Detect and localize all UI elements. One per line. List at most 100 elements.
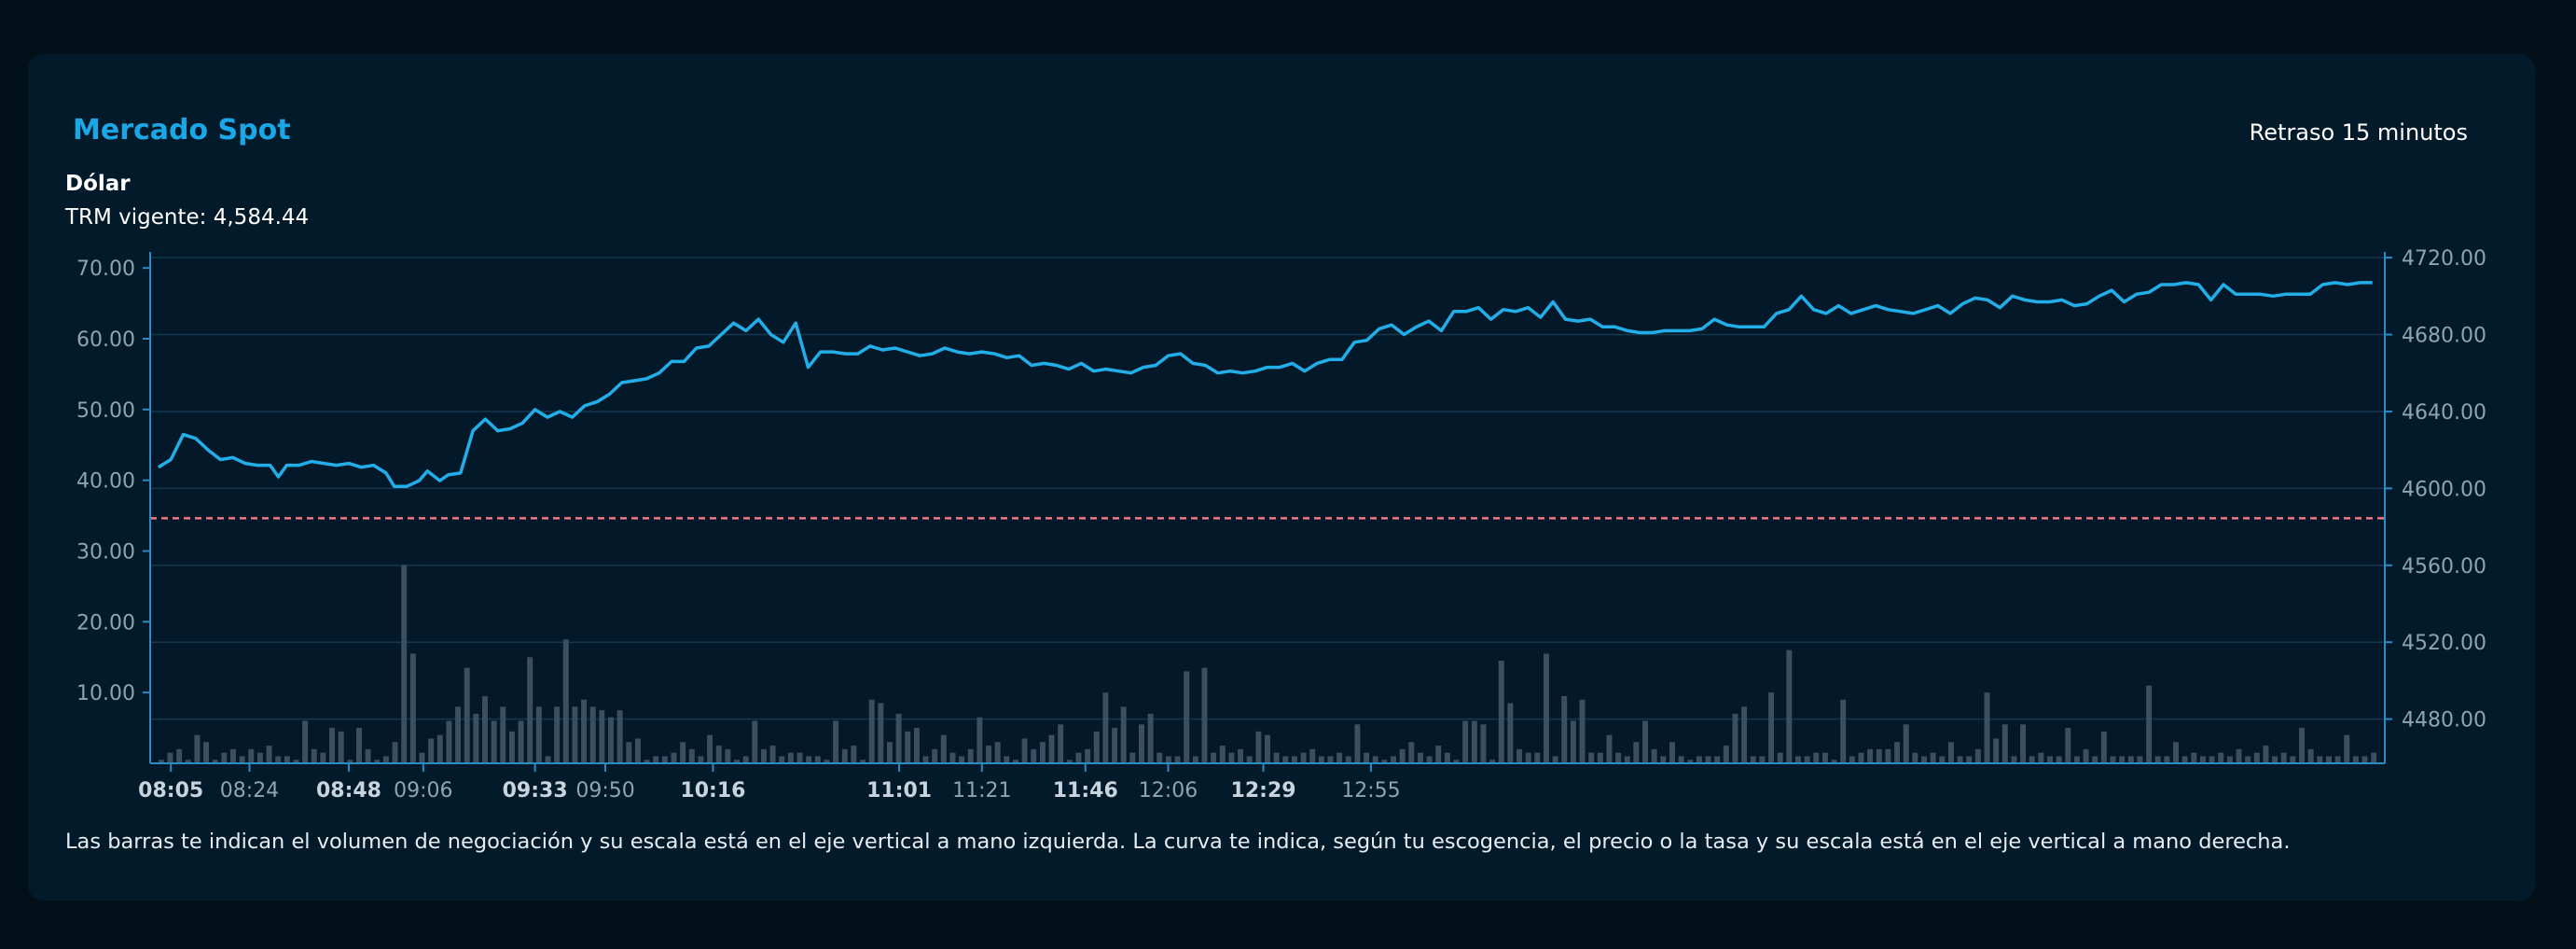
volume-bar [1534,752,1541,764]
volume-bar [1633,742,1640,763]
volume-bar [2272,756,2278,763]
volume-bar [1462,720,1469,763]
volume-bar [409,653,416,763]
volume-bar [2280,752,2287,764]
volume-bar [1794,756,1801,763]
x-tick-label: 09:33 [503,779,568,802]
volume-bar [545,756,551,763]
volume-bar [599,710,605,764]
volume-bar [868,699,875,763]
volume-bar [2253,752,2260,764]
volume-bar [1426,756,1433,763]
volume-bar [419,752,425,764]
volume-bar [2020,724,2027,763]
volume-bar [1885,748,1891,763]
volume-bar [1012,760,1018,763]
volume-bar [167,752,173,764]
volume-bar [2325,756,2332,763]
volume-bar [589,706,596,763]
volume-bar [1075,752,1082,764]
volume-bar [787,752,794,764]
volume-bar [1327,756,1334,763]
volume-bar [572,706,578,763]
volume-bar [2209,756,2215,763]
volume-bar [922,756,929,763]
left-tick-label: 30.00 [76,541,135,565]
volume-bar [2199,756,2206,763]
volume-bar [1750,756,1756,763]
volume-bar [2137,756,2143,763]
volume-bar [1588,752,1595,764]
volume-bar [275,756,282,763]
volume-bar [1354,724,1361,763]
x-tick-label: 10:16 [680,779,745,802]
volume-bar [1660,756,1667,763]
x-tick-label: 11:01 [866,779,932,802]
delay-notice: Retraso 15 minutos [2249,119,2468,146]
volume-bar [1381,760,1388,763]
volume-bar [1651,748,1657,763]
volume-bar [2290,756,2296,763]
volume-bar [229,748,236,763]
right-tick-label: 4520.00 [2402,632,2486,655]
x-tick-label: 08:05 [138,779,203,802]
volume-bar [715,746,722,763]
volume-bar [374,760,381,763]
volume-bar [185,760,191,763]
volume-bar [535,706,542,763]
volume-bar [608,717,614,763]
volume-bar [1642,720,1649,763]
volume-bar [355,728,362,763]
volume-bar [2029,756,2035,763]
volume-bar [2092,756,2098,763]
volume-bar [2344,734,2350,763]
volume-bar [392,742,398,763]
volume-bar [1867,748,1874,763]
volume-bar [851,746,857,763]
volume-bar [464,667,470,764]
volume-bar [680,742,686,763]
volume-bar [2218,752,2224,764]
volume-bar [1399,748,1406,763]
volume-bar [1741,706,1748,763]
volume-bar [284,756,290,763]
volume-bar [365,748,371,763]
left-tick-label: 50.00 [76,399,135,423]
volume-bar [2317,756,2323,763]
volume-bar [779,756,785,763]
volume-bar [1192,756,1198,763]
volume-bar [446,720,452,763]
volume-bar [2245,756,2251,763]
x-tick-label: 09:50 [575,779,634,802]
x-tick-label: 12:06 [1139,779,1198,802]
volume-bar [518,720,524,763]
volume-bar [508,731,515,764]
volume-bar [895,713,902,763]
volume-bar [1570,720,1576,763]
volume-bar [2056,756,2062,763]
volume-bar [2011,756,2017,763]
volume-bar [401,565,408,763]
volume-bar [2065,728,2071,763]
volume-bar [698,756,704,763]
left-tick-label: 20.00 [76,611,135,635]
left-tick-label: 40.00 [76,470,135,494]
volume-bar [338,731,344,764]
volume-bar [1156,752,1163,764]
volume-bar [1507,703,1514,763]
volume-bar [824,760,830,763]
volume-bar [2173,742,2180,763]
volume-bar [2038,752,2044,764]
volume-bar [1813,752,1820,764]
volume-bar [626,742,632,763]
volume-bar [886,742,893,763]
right-tick-label: 4480.00 [2402,709,2486,733]
plot-area [150,254,2385,763]
x-tick-label: 08:24 [220,779,279,802]
volume-bar [329,728,336,763]
volume-bar [2361,756,2368,763]
volume-bar [527,657,533,763]
volume-bar [1201,667,1208,764]
volume-bar [1876,748,1882,763]
volume-bar [1930,752,1936,764]
